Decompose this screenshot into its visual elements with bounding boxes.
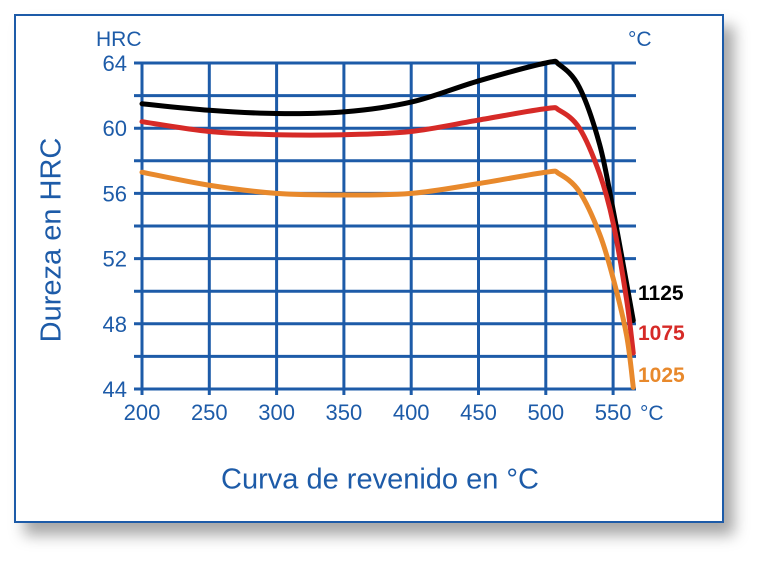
series-label-1025: 1025: [638, 364, 685, 387]
x-tick-label: 450: [460, 400, 497, 425]
x-tick-label: 400: [393, 400, 430, 425]
x-unit-axis-label: °C: [640, 402, 664, 425]
x-tick-label: 500: [527, 400, 564, 425]
series-line-1025: [139, 168, 636, 390]
x-axis-title: Curva de revenido en °C: [221, 463, 539, 496]
chart-frame: [14, 14, 724, 523]
x-tick-label: 300: [258, 400, 295, 425]
y-tick-label: 52: [103, 247, 127, 272]
series-label-1075: 1075: [638, 322, 685, 345]
y-axis-title: Dureza en HRC: [35, 137, 68, 343]
x-tick-label: 250: [191, 400, 228, 425]
y-tick-label: 48: [103, 312, 127, 337]
y-tick-label: 60: [103, 116, 127, 141]
series-line-1125: [139, 58, 636, 324]
x-tick-label: 200: [124, 400, 161, 425]
y-unit-label: HRC: [96, 28, 142, 51]
y-tick-label: 64: [103, 51, 127, 76]
x-unit-top-label: °C: [628, 28, 652, 51]
y-tick-label: 44: [103, 377, 127, 402]
x-tick-label: 550: [595, 400, 632, 425]
series-line-1075: [139, 105, 636, 356]
series-label-1125: 1125: [638, 282, 684, 305]
x-tick-label: 350: [326, 400, 363, 425]
y-tick-label: 56: [103, 181, 127, 206]
